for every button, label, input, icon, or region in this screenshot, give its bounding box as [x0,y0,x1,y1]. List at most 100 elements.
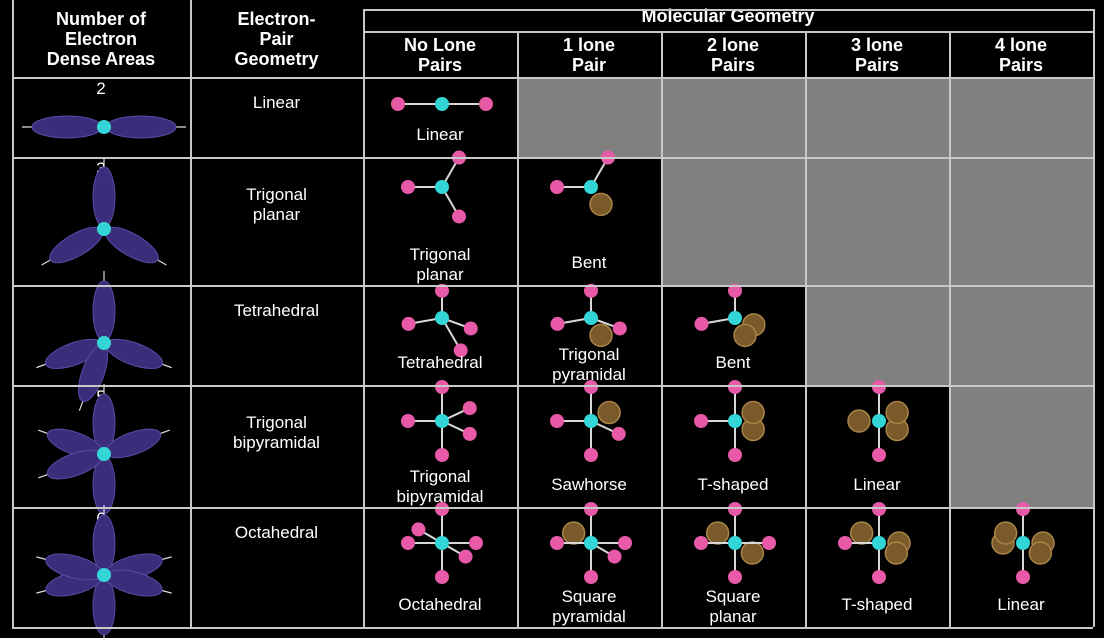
molecular-geometry-cell: Trigonal bipyramidal [363,380,517,507]
header-molecular-geometry: Molecular Geometry [641,6,815,26]
orbital-lobes-icon [36,271,172,411]
lone-pair-lobe-icon [561,521,586,545]
grid-line [517,31,519,627]
lone-pair-lobe-icon [733,323,757,348]
orbital-lobes-icon [41,157,167,266]
ball-and-stick-molecule-icon [401,502,483,584]
grid-line [12,77,1093,79]
grid-line [805,31,807,627]
ball-and-stick-molecule-icon [550,502,632,584]
empty-cell [949,77,1093,157]
empty-cell [949,157,1093,285]
electron-pair-geometry-cell: Octahedral [190,507,363,627]
electron-domain-cell: 5 [12,384,190,524]
molecular-geometry-cell: T-shaped [661,380,805,507]
lone-pair-lobe-icon [597,400,621,425]
header-electron-areas: Number of Electron Dense Areas [46,8,156,69]
ball-and-stick-molecule-icon [694,380,765,462]
grid-line [12,627,1093,629]
grid-line [363,31,1093,33]
lone-pair-lobe-icon [589,192,613,217]
grid-line [12,157,1093,159]
molecular-geometry-label: Trigonal bipyramidal [396,467,484,506]
empty-cell [949,385,1093,507]
header-lone-pairs-4: 4 lone Pairs [994,34,1047,75]
ball-and-stick-molecule-icon [991,502,1055,584]
molecular-geometry-label: Linear [416,125,464,144]
molecular-geometry-label: T-shaped [697,475,769,494]
molecular-geometry-cell: Linear [805,380,949,507]
molecular-geometry-label: T-shaped [841,595,913,614]
header-electron-pair-geometry: Electron- Pair Geometry [234,8,319,69]
grid-line [949,31,951,627]
electron-pair-geometry-label: Octahedral [234,523,319,542]
empty-cell [805,77,949,157]
ball-and-stick-molecule-icon [550,380,626,462]
grid-line [190,0,192,627]
molecular-geometry-cell: Octahedral [363,502,517,627]
grid-line [363,9,365,627]
header-lone-pairs-1: 1 lone Pair [562,34,615,75]
grid-line [363,9,1093,11]
ball-and-stick-molecule-icon [694,283,766,348]
molecular-geometry-cell: Linear [949,502,1093,627]
ball-and-stick-molecule-icon [391,97,493,111]
molecular-geometry-label: Tetrahedral [397,353,483,372]
electron-domain-cell: 6 [12,505,190,638]
electron-domain-cell: 3 [12,157,190,285]
molecular-geometry-label: Square pyramidal [552,587,626,626]
empty-cell [805,157,949,285]
molecular-geometry-label: Sawhorse [551,475,627,494]
lone-pair-lobe-icon [740,541,765,565]
molecular-geometry-label: Bent [571,253,607,272]
electron-domain-cell: 2 [12,77,190,157]
lone-pair-lobe-icon [993,521,1018,545]
electron-pair-geometry-cell: Trigonal planar [190,157,363,285]
molecular-geometry-label: Trigonal pyramidal [552,345,626,384]
molecular-geometry-cell: Sawhorse [517,380,661,507]
electron-pair-geometry-label: Trigonal bipyramidal [233,413,320,452]
empty-cell [517,77,661,157]
molecular-geometry-cell: T-shaped [805,502,949,627]
grid-line [12,0,14,627]
ball-and-stick-molecule-icon [401,380,477,462]
ball-and-stick-molecule-icon [401,283,478,358]
grid-line [661,31,663,627]
empty-cell [661,157,805,285]
lone-pair-lobe-icon [849,521,874,545]
molecular-geometry-cell: Linear [363,77,517,157]
electron-pair-geometry-label: Linear [252,93,301,112]
lone-pair-lobe-icon [885,400,909,425]
grid-line [12,385,1093,387]
electron-pair-geometry-cell: Tetrahedral [190,285,363,385]
molecular-geometry-label: Square planar [705,587,761,626]
molecular-geometry-label: Bent [715,353,751,372]
grid-line [12,507,1093,509]
header-lone-pairs-0: No Lone Pairs [404,34,476,75]
molecular-geometry-cell: Square pyramidal [517,502,661,627]
molecular-geometry-cell: Trigonal pyramidal [517,283,661,385]
molecular-geometry-cell: Bent [661,283,805,385]
electron-pair-geometry-label: Tetrahedral [233,301,320,320]
header-lone-pairs-3: 3 lone Pairs [850,34,903,75]
orbital-lobes-icon [22,115,186,139]
molecular-geometry-label: Trigonal planar [409,245,471,284]
lone-pair-lobe-icon [884,541,909,565]
header-lone-pairs-2: 2 lone Pairs [706,34,759,75]
electron-pair-geometry-label: Trigonal planar [246,185,307,224]
ball-and-stick-molecule-icon [694,502,776,584]
lone-pair-lobe-icon [705,521,730,545]
empty-cell [805,285,949,385]
electron-domain-cell: 4 [12,271,190,411]
molecular-geometry-label: Octahedral [398,595,482,614]
electron-pair-geometry-cell: Linear [190,77,363,157]
orbital-lobes-icon [36,505,172,638]
orbital-lobes-icon [38,384,170,524]
molecular-geometry-cell: Tetrahedral [363,283,517,385]
electron-count: 2 [96,79,106,98]
grid-line [12,285,1093,287]
ball-and-stick-molecule-icon [847,380,909,462]
molecular-geometry-label: Linear [853,475,901,494]
electron-pair-geometry-cell: Trigonal bipyramidal [190,385,363,507]
molecular-geometry-cell: Trigonal planar [363,150,517,285]
